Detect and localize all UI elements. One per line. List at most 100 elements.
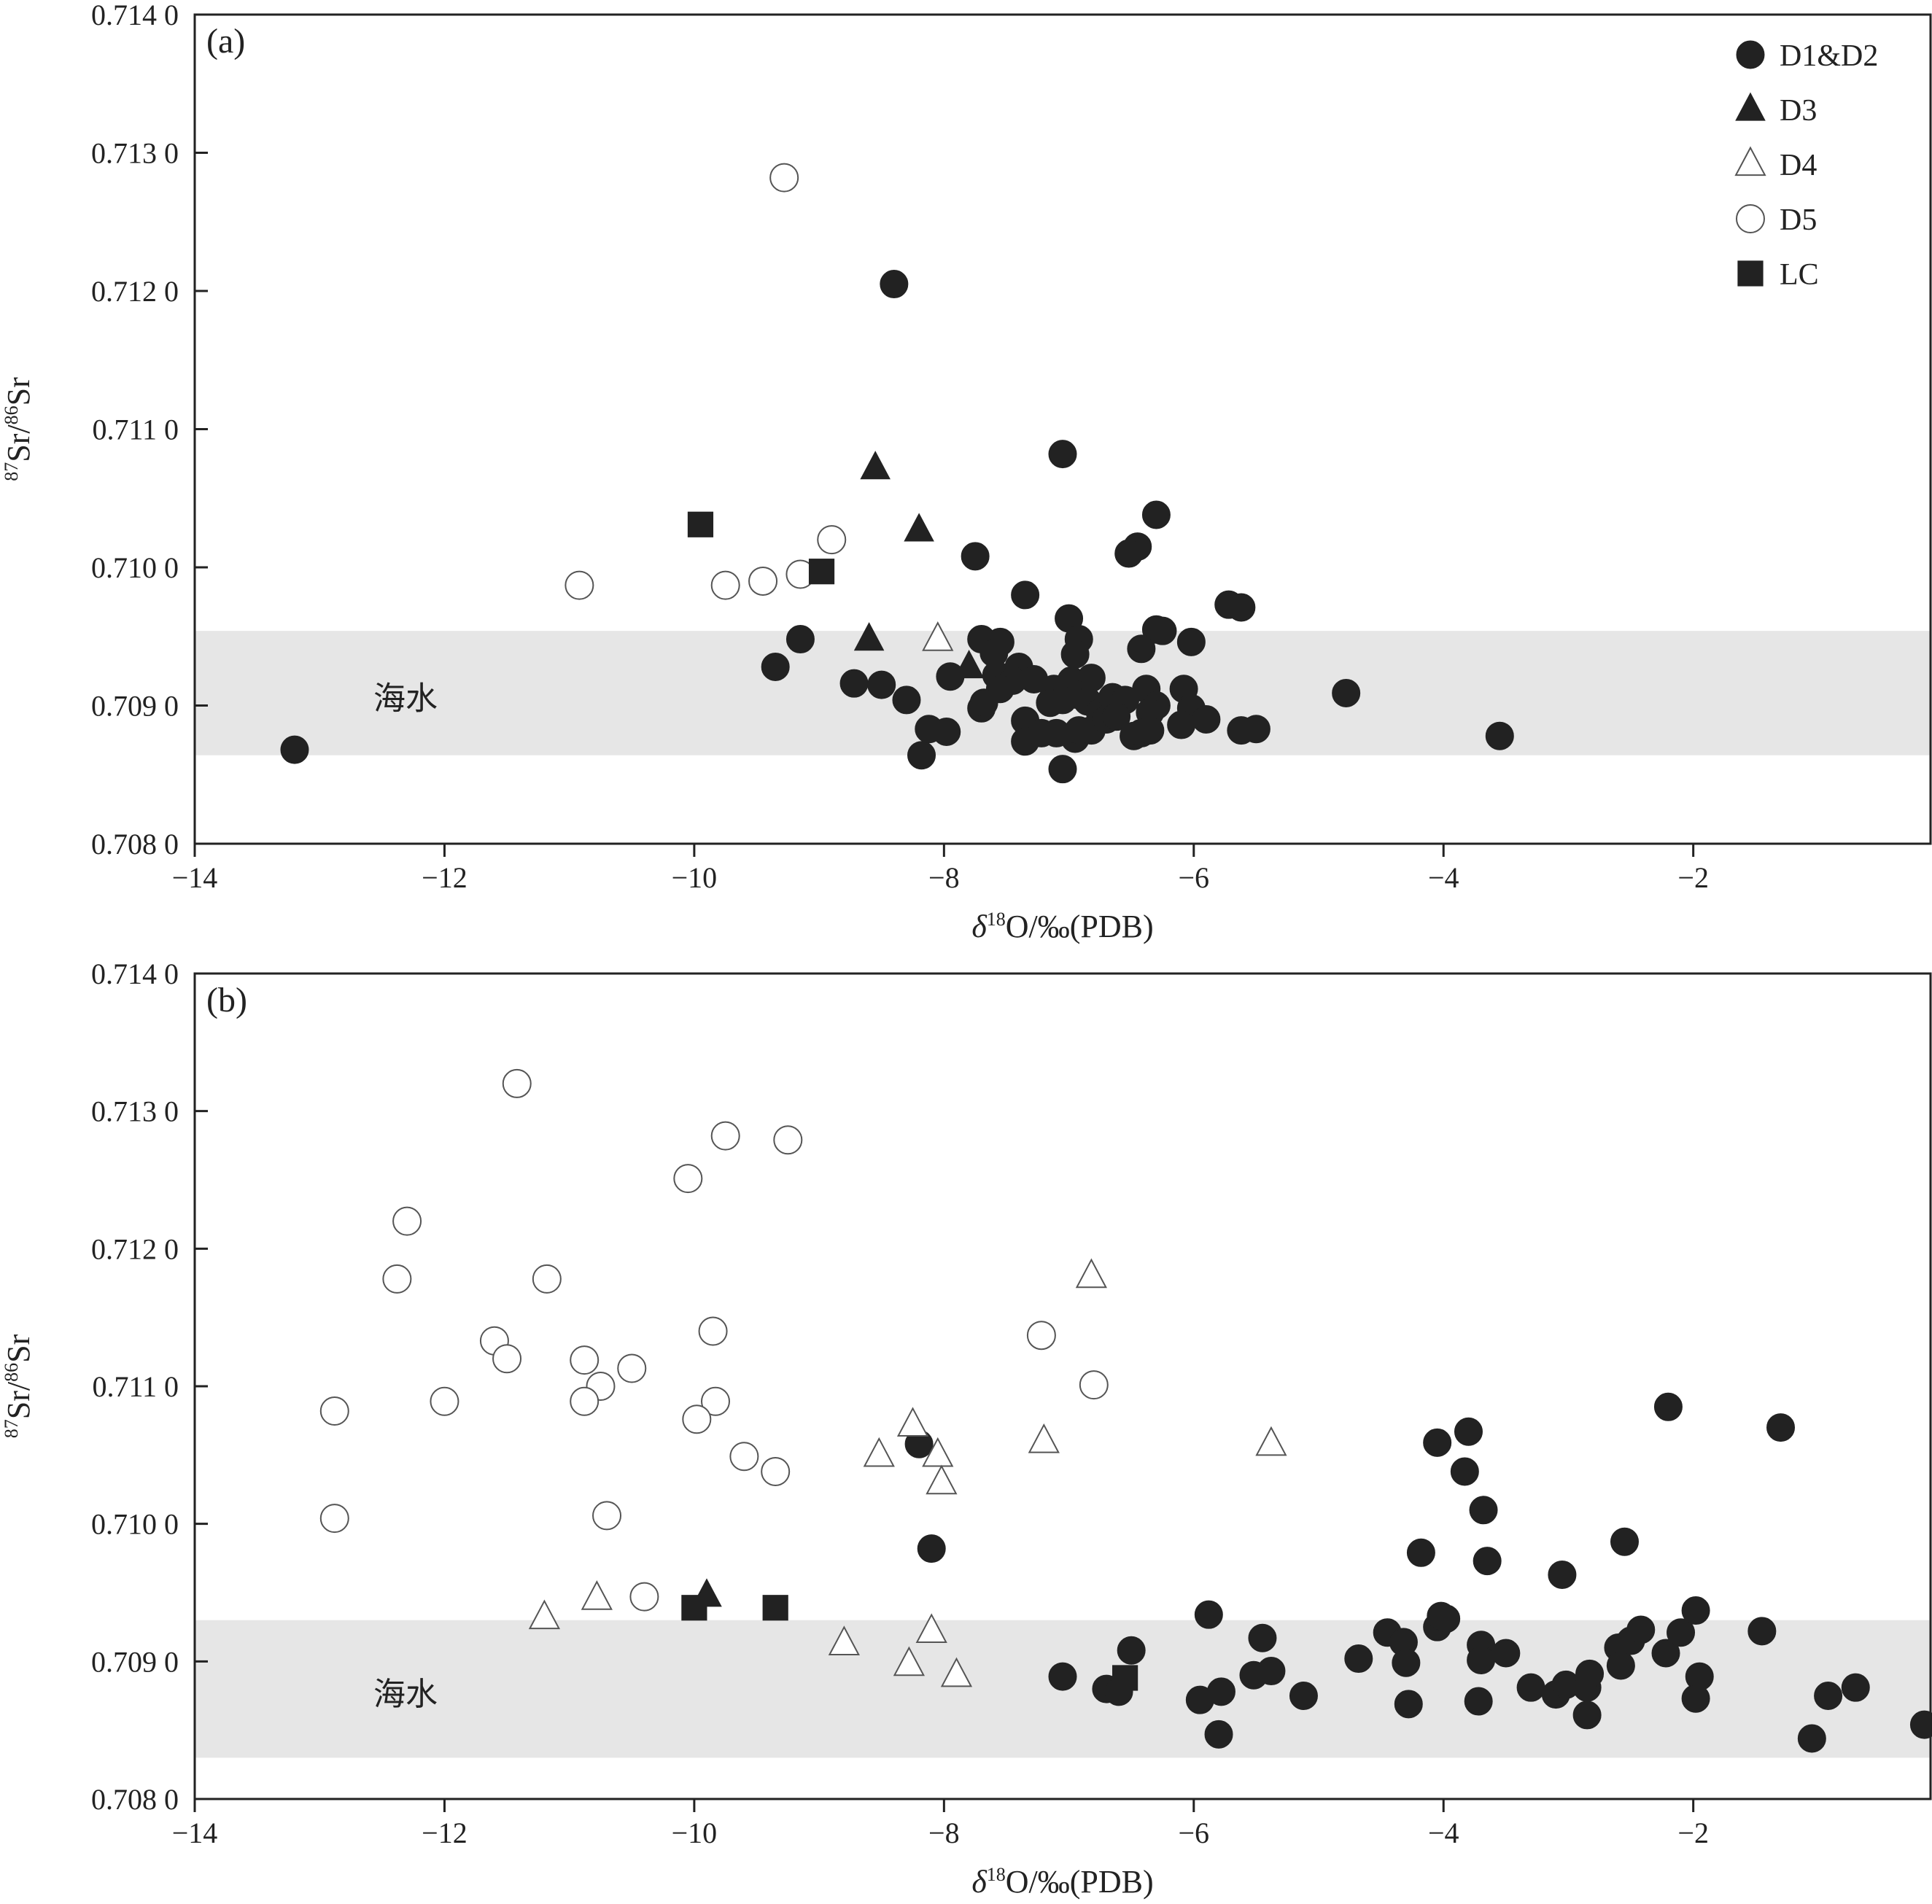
data-point [1485,721,1514,750]
legend-item: D3 [1735,92,1817,128]
data-point [1473,1547,1502,1576]
data-point [1610,1527,1640,1556]
data-point [1117,1636,1146,1665]
data-point [1766,1413,1796,1442]
legend-label: D1&D2 [1780,39,1878,73]
x-tick-label: −6 [1179,1816,1210,1849]
data-point [1248,1623,1277,1652]
data-point [808,559,835,585]
data-point [1075,1258,1107,1289]
series-lc [687,511,835,585]
data-point [1548,1560,1577,1589]
data-point [570,1345,600,1375]
data-point [629,1582,659,1612]
plot-frame [193,972,1932,1800]
data-point [917,1534,946,1563]
y-tick-label: 0.708 0 [91,1783,179,1816]
data-point [1127,634,1156,664]
legend-label: LC [1780,258,1819,292]
data-point [681,1595,707,1621]
data-point [1681,1596,1710,1625]
y-tick-label: 0.711 0 [92,413,179,446]
data-point [932,718,961,747]
data-point [1575,1659,1605,1688]
data-point [785,625,815,654]
data-point [581,1580,613,1610]
y-tick-label: 0.713 0 [91,1095,179,1128]
data-point [1797,1724,1826,1753]
data-point [1423,1428,1452,1457]
x-axis-title: δ18O/‰(PDB) [971,909,1153,944]
legend-label: D5 [1780,203,1817,237]
data-point [698,1316,728,1346]
legend-item: D1&D2 [1736,39,1878,73]
series-d4 [528,1258,1287,1687]
panel-label: (a) [206,22,245,61]
data-point [915,1613,947,1643]
data-point [1048,1662,1077,1691]
data-point [1028,1423,1060,1453]
series-d1-d2 [280,270,1514,784]
y-axis-title: 87Sr/86Sr [1,377,36,481]
data-point [1450,1457,1479,1486]
data-point [617,1353,647,1383]
data-point [565,570,594,600]
legend-marker [1736,40,1765,69]
data-point [926,1464,958,1495]
series-d1-d2 [904,1392,1932,1753]
data-point [922,1437,954,1467]
data-point [1048,685,1077,715]
data-point [682,1404,712,1434]
legend-item: D5 [1736,203,1817,237]
data-point [1060,640,1090,669]
data-point [762,1595,788,1621]
data-point [382,1264,412,1294]
data-point [1194,1600,1223,1629]
data-point [710,570,740,600]
data-point [729,1442,759,1472]
data-point [1192,704,1221,734]
data-point [1516,1673,1545,1702]
data-point [1909,1710,1932,1739]
data-point [761,652,790,681]
data-point [1467,1645,1496,1674]
y-tick-label: 0.708 0 [91,828,179,860]
x-tick-label: −2 [1677,1816,1709,1849]
legend-marker [1735,92,1766,121]
data-point [528,1599,561,1630]
data-point [1406,1538,1435,1567]
data-point [710,1121,740,1151]
data-point [1392,1648,1421,1677]
data-point [1464,1687,1493,1716]
legend-item: LC [1737,258,1819,292]
data-point [1176,627,1206,656]
data-point [907,741,936,770]
data-point [922,621,954,651]
data-point [1241,715,1270,744]
data-point [570,1386,600,1416]
data-point [492,1344,522,1374]
data-point [1048,755,1077,784]
y-tick-label: 0.712 0 [91,275,179,308]
data-point [853,622,885,651]
data-point [1026,1321,1056,1351]
data-point [1227,593,1256,622]
panel-a: 海水 −14 −12 −10 −8 −6 −4 −2 0.708 0 0.709 0 0.710 0… [1,0,1932,944]
data-point [687,511,714,537]
x-tick-label: −12 [422,861,468,894]
x-tick-label: −8 [928,1816,960,1849]
panel-label: (b) [206,981,247,1019]
legend-label: D3 [1780,94,1817,128]
data-point [1167,710,1196,739]
data-point [1651,1639,1680,1668]
x-tick-label: −10 [672,1816,718,1849]
x-tick-label: −4 [1428,1816,1459,1849]
data-point [1432,1604,1461,1633]
data-point [769,163,799,193]
data-point [839,669,869,698]
data-point [773,1125,803,1155]
series-d3 [853,451,985,679]
data-point [1653,1392,1683,1421]
data-point [1204,1720,1233,1749]
y-tick-label: 0.712 0 [91,1232,179,1265]
